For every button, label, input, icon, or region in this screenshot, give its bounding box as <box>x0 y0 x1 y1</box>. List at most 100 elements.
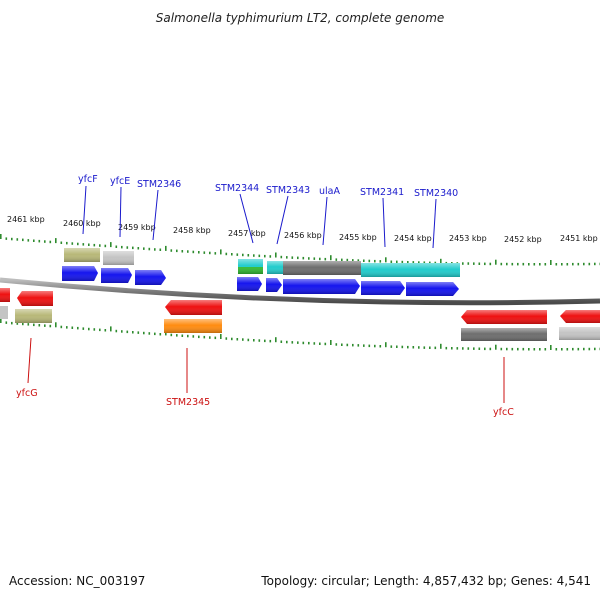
axis-label-2461: 2461 kbp <box>7 215 45 224</box>
lower-tick <box>583 347 585 351</box>
axis-tick <box>11 237 13 241</box>
axis-major-tick <box>55 238 57 244</box>
axis-tick <box>506 262 508 266</box>
axis-tick <box>159 248 162 251</box>
axis-tick <box>577 262 580 266</box>
axis-tick <box>126 246 129 249</box>
lower-tick <box>11 321 13 325</box>
cds-track-forward <box>62 266 459 296</box>
gene-label-yfcG[interactable]: yfcG <box>16 388 38 399</box>
lower-major-tick <box>330 340 332 345</box>
feature-left-edge-silver[interactable] <box>0 306 8 319</box>
lower-tick <box>544 348 547 351</box>
axis-tick <box>396 260 398 264</box>
lower-tick <box>104 329 107 332</box>
lower-tick <box>269 339 272 343</box>
lower-major-tick <box>385 342 387 348</box>
axis-tick <box>528 263 530 266</box>
gene-label-yfcF[interactable]: yfcF <box>78 174 98 185</box>
gene-label-STM2344[interactable]: STM2344 <box>215 183 259 194</box>
gene-label-STM2343[interactable]: STM2343 <box>266 185 310 196</box>
axis-tick <box>264 254 266 258</box>
axis-tick <box>44 240 46 243</box>
axis-tick <box>335 258 338 261</box>
axis-label-2460: 2460 kbp <box>63 219 101 228</box>
lower-tick <box>253 339 255 342</box>
lower-tick <box>214 336 217 340</box>
feature-track-lower <box>0 306 600 341</box>
axis-tick <box>225 252 228 256</box>
lower-tick <box>445 346 448 350</box>
lower-tick <box>154 332 156 336</box>
axis-tick <box>297 256 299 260</box>
axis-tick <box>269 255 272 258</box>
lower-major-tick <box>55 322 57 328</box>
lower-tick <box>148 332 151 335</box>
lower-major-tick <box>495 344 497 350</box>
lower-tick <box>280 340 283 343</box>
axis-tick <box>423 261 426 264</box>
axis-tick <box>379 260 382 263</box>
lower-tick <box>357 344 360 347</box>
lower-tick <box>5 321 8 324</box>
lower-tick <box>38 324 41 327</box>
lower-tick <box>137 331 140 334</box>
gene-label-yfcC[interactable]: yfcC <box>493 407 514 418</box>
axis-label-2457: 2457 kbp <box>228 229 266 238</box>
gene-label-ulaA[interactable]: ulaA <box>319 186 340 197</box>
axis-tick <box>478 262 481 265</box>
axis-tick <box>247 254 250 257</box>
lower-tick <box>346 343 349 347</box>
axis-label-2456: 2456 kbp <box>284 231 322 240</box>
axis-tick <box>115 245 118 248</box>
axis-tick <box>104 244 107 248</box>
lower-tick <box>434 346 437 350</box>
lower-tick <box>121 330 123 333</box>
gene-label-STM2341[interactable]: STM2341 <box>360 187 404 198</box>
axis-tick <box>253 254 255 257</box>
gene-label-STM2340[interactable]: STM2340 <box>414 188 458 199</box>
axis-tick <box>484 262 486 266</box>
gene-label-STM2346[interactable]: STM2346 <box>137 179 181 190</box>
lower-tick <box>363 344 365 347</box>
axis-tick <box>462 262 464 265</box>
axis-tick <box>473 262 475 265</box>
lower-tick <box>566 348 569 351</box>
axis-tick <box>16 238 19 241</box>
lower-tick <box>396 345 398 348</box>
axis-tick <box>60 241 63 244</box>
lower-tick <box>225 337 228 340</box>
axis-tick <box>588 262 591 266</box>
lower-tick <box>66 326 68 329</box>
lower-tick <box>242 338 244 341</box>
lower-major-tick <box>550 345 552 350</box>
axis-tick <box>137 247 140 250</box>
lower-tick <box>594 347 596 351</box>
lower-tick <box>456 347 459 350</box>
lower-tick <box>49 324 52 328</box>
axis-tick <box>390 260 393 263</box>
lower-tick <box>352 343 354 347</box>
lower-tick <box>181 334 184 337</box>
lower-tick <box>478 347 481 350</box>
lower-tick <box>522 347 525 351</box>
axis-tick <box>368 259 371 263</box>
lower-tick <box>99 328 101 332</box>
gene-label-yfcE[interactable]: yfcE <box>110 176 130 187</box>
lower-tick <box>170 333 173 337</box>
axis-tick <box>341 258 343 262</box>
gene-label-STM2345[interactable]: STM2345 <box>166 397 210 408</box>
axis-major-tick <box>385 257 387 263</box>
lower-tick <box>93 328 96 331</box>
axis-tick <box>242 253 244 257</box>
feature-track-upper <box>64 248 460 277</box>
lower-tick <box>82 327 85 330</box>
axis-tick <box>346 258 349 262</box>
axis-tick <box>198 251 200 254</box>
axis-tick <box>533 263 536 266</box>
lower-tick <box>27 323 30 326</box>
axis-tick <box>286 256 288 259</box>
lower-tick <box>319 342 321 345</box>
axis-tick <box>302 256 305 260</box>
axis-tick <box>467 262 470 265</box>
